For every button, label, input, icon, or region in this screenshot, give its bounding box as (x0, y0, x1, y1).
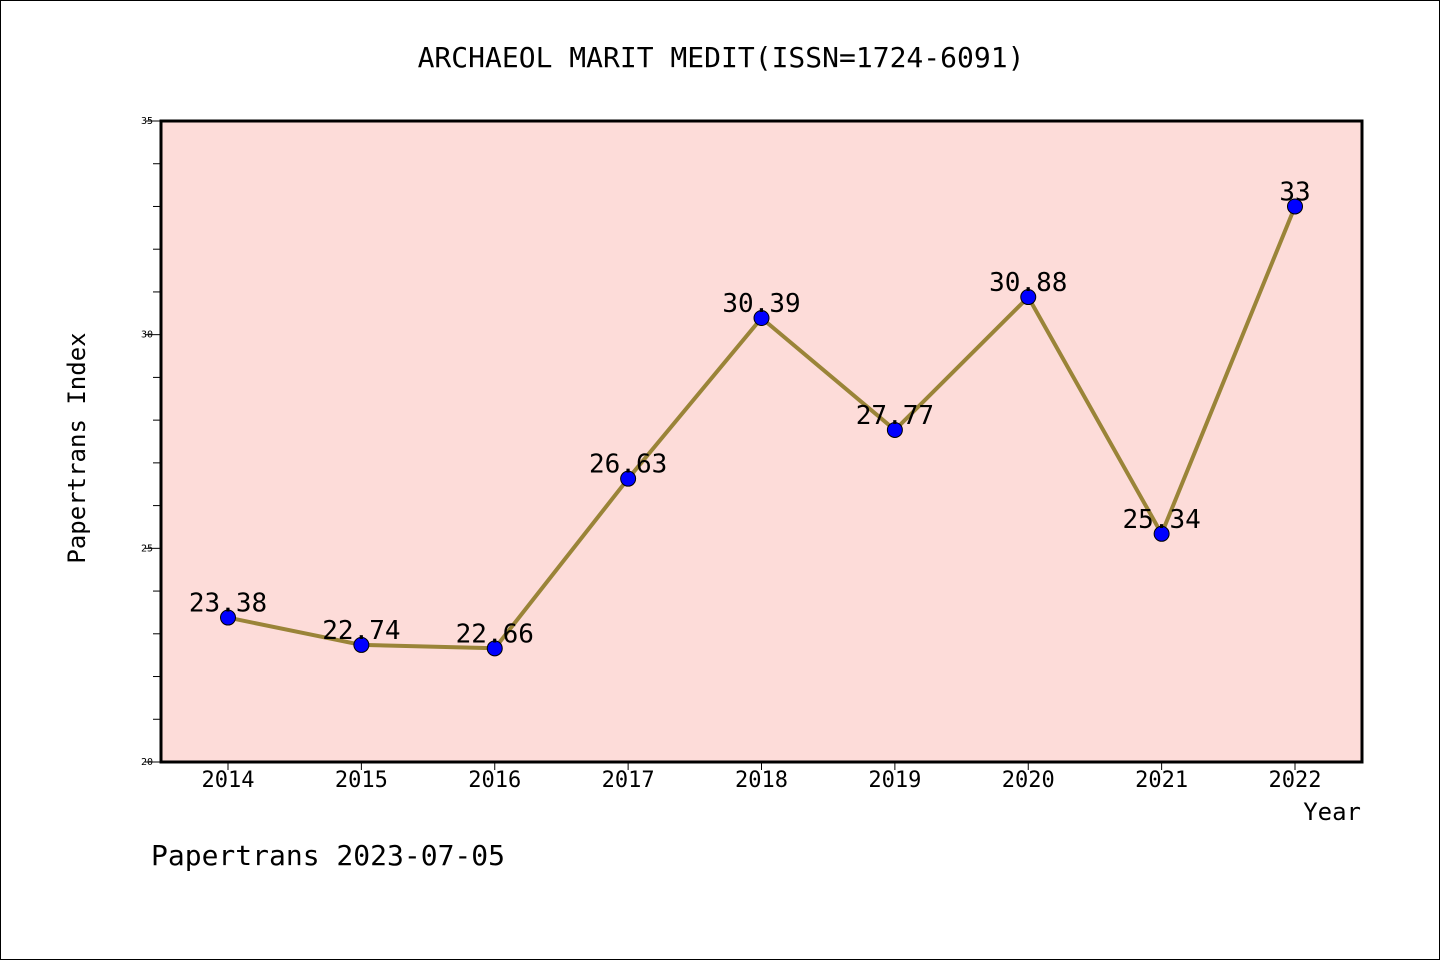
data-point (1153, 525, 1170, 542)
chart-title: ARCHAEOL MARIT MEDIT(ISSN=1724-6091) (418, 41, 1025, 74)
y-tick-label: 30 (141, 330, 153, 341)
data-point (620, 470, 637, 487)
data-label: 27.77 (856, 401, 934, 431)
x-tick-label: 2019 (868, 768, 921, 793)
x-tick-label: 2015 (335, 768, 388, 793)
x-axis-label: Year (1303, 798, 1361, 826)
data-label: 33 (1279, 177, 1310, 207)
data-label: 30.39 (722, 289, 800, 319)
data-label: 25.34 (1122, 505, 1200, 535)
x-tick-label: 2022 (1269, 768, 1322, 793)
y-axis: 20 25 30 35 (141, 116, 161, 768)
data-point (220, 609, 236, 626)
x-axis: 2014 2015 2016 2017 2018 2019 2020 2021 2022 (202, 762, 1322, 793)
data-point (353, 636, 370, 653)
data-point (753, 310, 770, 327)
x-tick-label: 2016 (468, 768, 521, 793)
data-markers (220, 198, 1303, 657)
data-label: 22.66 (456, 619, 534, 649)
data-labels: 23.38 22.74 22.66 26.63 30.39 27.77 30.88 25.34… (189, 177, 1311, 649)
data-label: 22.74 (322, 616, 400, 646)
y-tick-label: 35 (141, 116, 153, 127)
x-tick-label: 2021 (1135, 768, 1188, 793)
data-point (1287, 198, 1303, 215)
data-point (1020, 289, 1037, 306)
data-point (486, 640, 503, 657)
data-point (886, 421, 903, 438)
y-tick-label: 25 (141, 543, 153, 554)
data-label: 30.88 (989, 268, 1067, 298)
x-tick-label: 2018 (735, 768, 788, 793)
y-axis-label: Papertrans Index (63, 332, 91, 563)
x-tick-label: 2014 (202, 768, 255, 793)
x-tick-label: 2017 (602, 768, 655, 793)
footer-text: Papertrans 2023-07-05 (151, 839, 505, 872)
data-label: 23.38 (189, 589, 267, 619)
plot-area (159, 119, 1364, 764)
y-tick-label: 20 (141, 757, 153, 768)
x-tick-label: 2020 (1002, 768, 1055, 793)
data-label: 26.63 (589, 450, 667, 480)
